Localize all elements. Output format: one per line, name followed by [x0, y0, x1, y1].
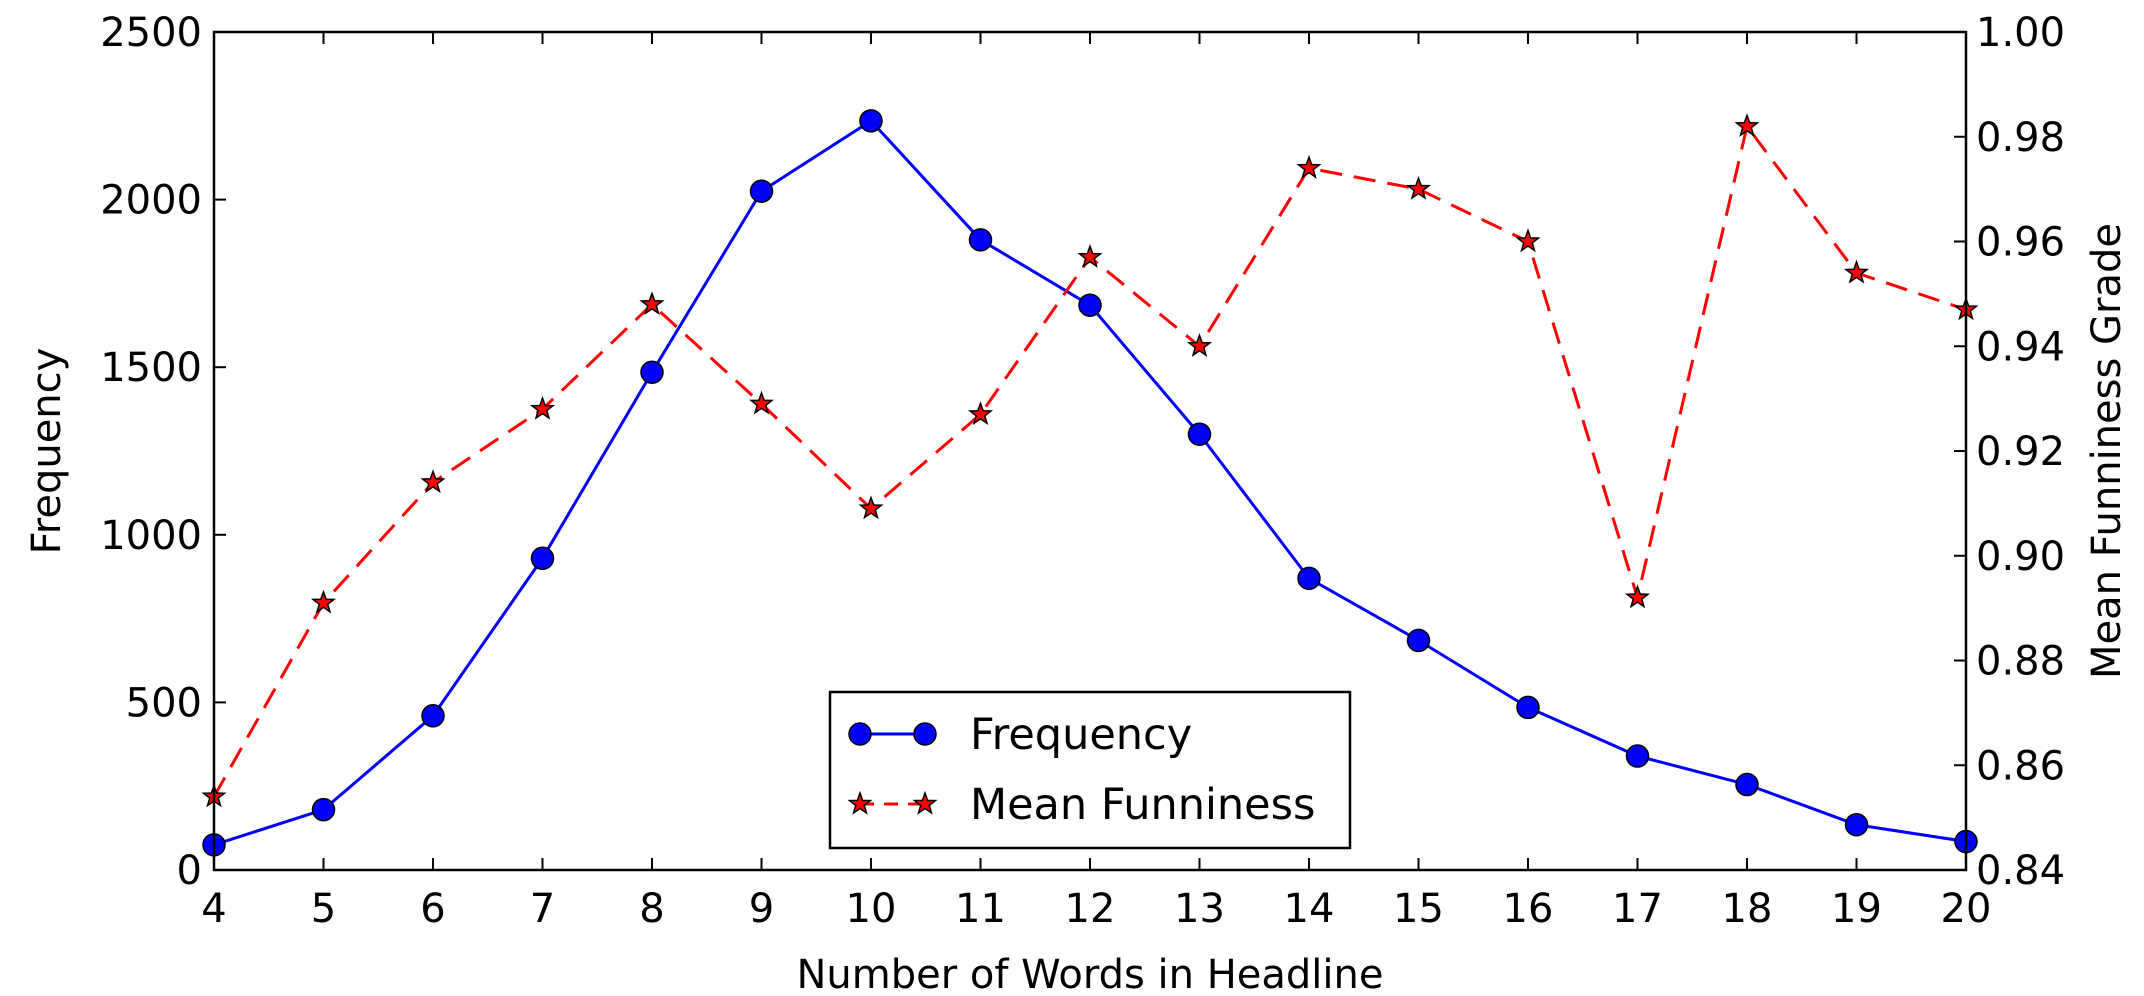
legend-entry: Frequency [848, 710, 1192, 760]
legend-marker [912, 790, 938, 815]
x-tick-label: 5 [311, 886, 336, 932]
data-point [311, 797, 336, 822]
data-point [1297, 566, 1321, 591]
legend-entry: Mean Funniness [847, 780, 1315, 830]
y-tick-label-left: 1000 [100, 513, 202, 559]
data-point [1624, 584, 1651, 609]
x-tick-label: 13 [1174, 886, 1225, 932]
x-tick-label: 11 [955, 886, 1006, 932]
y-tick-label-right: 0.90 [1976, 534, 2065, 580]
x-tick-label: 4 [201, 886, 226, 932]
x-tick-label: 15 [1393, 886, 1444, 932]
data-point [529, 395, 556, 420]
x-tick-label: 16 [1503, 886, 1554, 932]
legend-label: Mean Funniness [970, 780, 1315, 830]
legend-marker [848, 722, 872, 746]
legend-marker [913, 722, 937, 746]
data-point [1186, 333, 1213, 357]
series-1 [202, 109, 1978, 857]
x-tick-label: 6 [420, 886, 445, 932]
data-point [1078, 293, 1102, 317]
x-tick-label: 17 [1612, 886, 1663, 932]
y-axis-title-right: Mean Funniness Grade [2084, 223, 2130, 679]
legend-label: Frequency [970, 710, 1192, 760]
data-point [1515, 228, 1541, 253]
y-tick-label-left: 2500 [100, 10, 202, 56]
data-point [968, 228, 993, 252]
data-point [1735, 772, 1759, 797]
data-point [310, 589, 337, 614]
y-axis-title-left: Frequency [24, 348, 70, 555]
legend-box [828, 690, 1352, 850]
series-layer [201, 109, 1979, 857]
legend-entries: Frequency Mean Funniness [847, 710, 1315, 830]
x-tick-label: 19 [1831, 886, 1882, 932]
x-tick-label: 7 [530, 886, 555, 932]
y-tick-label-right: 0.94 [1976, 324, 2065, 370]
data-point [967, 401, 994, 426]
ticks-layer: 4 5 6 7 8 9 10 11 12 13 14 15 16 17 18 19 20 0 500 1000 1500… [100, 10, 2065, 932]
y-tick-label-left: 1500 [100, 345, 202, 391]
x-tick-label: 12 [1065, 886, 1116, 932]
x-tick-label: 10 [846, 886, 897, 932]
y-tick-label-left: 0 [177, 848, 202, 894]
data-point [1296, 154, 1322, 179]
x-tick-label: 18 [1722, 886, 1773, 932]
data-point [640, 360, 664, 384]
y-tick-label-right: 0.86 [1976, 743, 2065, 789]
data-point [858, 495, 884, 520]
data-point [749, 179, 774, 203]
data-point [1844, 812, 1869, 837]
x-tick-label: 20 [1941, 886, 1992, 932]
y-tick-label-left: 500 [126, 680, 202, 726]
data-point [1734, 113, 1760, 137]
legend: Frequency Mean Funniness [828, 690, 1352, 850]
data-point [1187, 422, 1212, 446]
data-point [420, 469, 446, 494]
data-point [748, 390, 775, 415]
x-axis-title: Number of Words in Headline [797, 952, 1384, 996]
series-2 [201, 113, 1979, 808]
data-point [1625, 744, 1650, 768]
y-tick-label-right: 0.88 [1976, 639, 2065, 685]
y-tick-label-right: 0.84 [1976, 848, 2065, 894]
x-tick-label: 8 [639, 886, 664, 932]
y-tick-label-left: 2000 [100, 178, 202, 224]
y-tick-label-right: 0.92 [1976, 429, 2065, 475]
data-point [639, 291, 665, 316]
data-point [1077, 243, 1103, 268]
y-tick-label-right: 0.96 [1976, 220, 2065, 266]
x-tick-label: 14 [1284, 886, 1335, 932]
y-tick-label-right: 0.98 [1976, 115, 2065, 161]
data-point [1405, 175, 1432, 200]
y-tick-label-right: 1.00 [1976, 10, 2065, 56]
data-point [421, 704, 445, 728]
data-point [530, 546, 555, 571]
data-point [1516, 695, 1540, 720]
x-tick-label: 9 [749, 886, 774, 932]
data-point [859, 109, 883, 133]
data-point [1406, 628, 1431, 653]
data-point [1843, 259, 1870, 284]
legend-marker [847, 790, 873, 815]
